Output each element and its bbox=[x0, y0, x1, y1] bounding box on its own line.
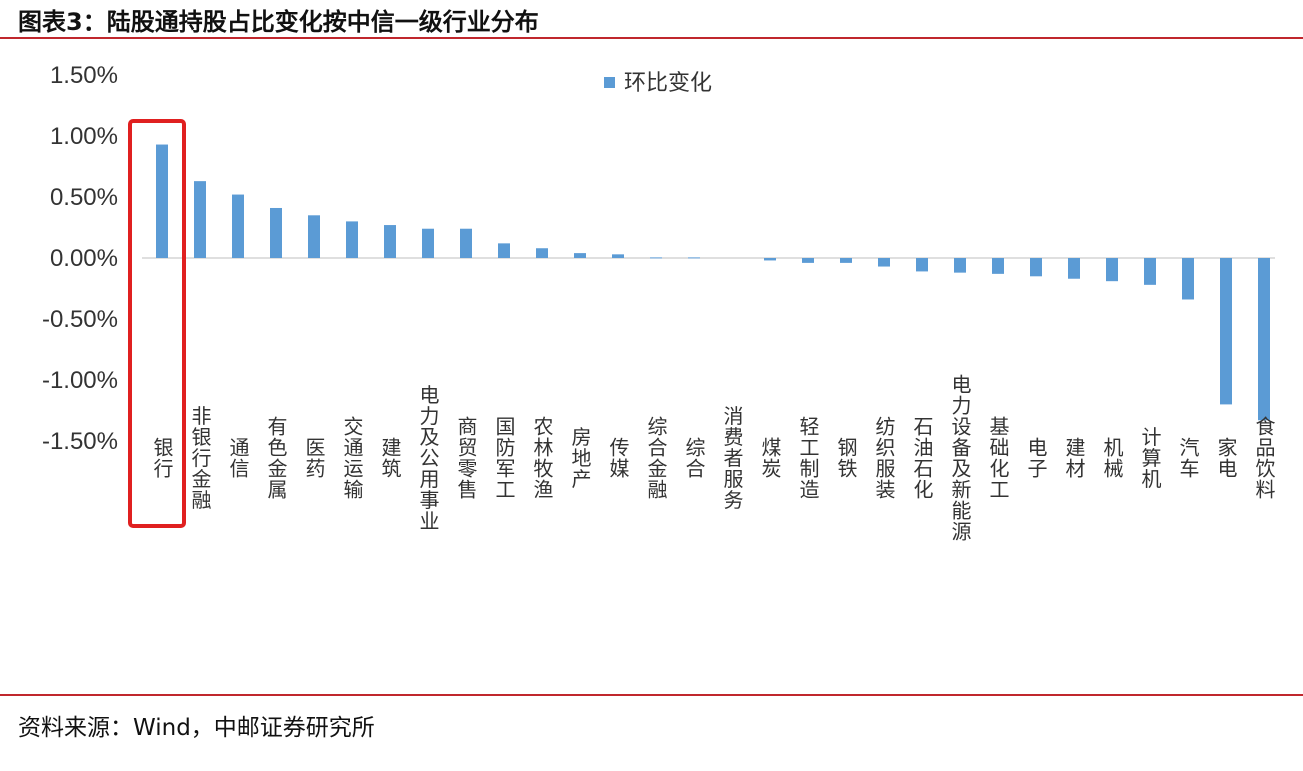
x-tick-label: 计算机 bbox=[1138, 426, 1162, 489]
x-tick-label: 煤炭 bbox=[758, 437, 782, 479]
x-tick-label: 电子 bbox=[1024, 437, 1048, 479]
bar bbox=[422, 228, 434, 258]
bar bbox=[954, 258, 966, 273]
bar bbox=[650, 257, 662, 259]
x-tick-label: 农林牧渔 bbox=[530, 416, 554, 500]
bar bbox=[346, 221, 358, 258]
bar bbox=[1144, 258, 1156, 285]
x-tick-label: 家电 bbox=[1214, 437, 1238, 479]
y-tick-label: 1.00% bbox=[50, 123, 118, 150]
x-tick-label: 有色金属 bbox=[264, 416, 288, 500]
x-tick-label: 综合金融 bbox=[644, 416, 668, 500]
bar bbox=[194, 181, 206, 258]
x-tick-label: 石油石化 bbox=[910, 416, 934, 500]
bar bbox=[878, 258, 890, 267]
x-tick-label: 银行 bbox=[150, 437, 174, 479]
bar bbox=[802, 258, 814, 263]
x-tick-label: 纺织服装 bbox=[872, 416, 896, 500]
x-tick-label: 消费者服务 bbox=[720, 405, 744, 510]
y-tick-label: -1.00% bbox=[42, 367, 118, 394]
x-tick-label: 基础化工 bbox=[986, 416, 1010, 500]
x-tick-label: 国防军工 bbox=[492, 416, 516, 500]
x-axis-labels: 银行 非银行金融 通信 有色金属 医药 交通运输 建筑 电力及公用事业 商贸零售 国防军工 农林牧渔… bbox=[150, 374, 1276, 542]
bar bbox=[1182, 258, 1194, 300]
x-tick-label: 机械 bbox=[1100, 437, 1124, 479]
x-tick-label: 商贸零售 bbox=[454, 416, 478, 500]
footer-divider bbox=[0, 694, 1303, 696]
bar bbox=[1106, 258, 1118, 282]
bar-chart: 1.50% 1.00% 0.50% 0.00% -0.50% -1.00% -1.50% 银… bbox=[42, 62, 1276, 542]
legend-swatch bbox=[604, 77, 615, 88]
x-tick-label: 综合 bbox=[682, 437, 706, 479]
y-tick-label: -1.50% bbox=[42, 428, 118, 455]
bar bbox=[840, 258, 852, 263]
bar bbox=[574, 253, 586, 258]
bar bbox=[1220, 258, 1232, 405]
legend-label: 环比变化 bbox=[624, 71, 712, 96]
x-tick-label: 轻工制造 bbox=[796, 416, 820, 500]
bar bbox=[1068, 258, 1080, 279]
bar bbox=[992, 258, 1004, 274]
y-axis: 1.50% 1.00% 0.50% 0.00% -0.50% -1.00% -1.50% bbox=[42, 62, 1275, 455]
page-title: 图表3：陆股通持股占比变化按中信一级行业分布 bbox=[18, 8, 539, 36]
bar bbox=[498, 243, 510, 258]
y-tick-label: 1.50% bbox=[50, 62, 118, 89]
y-tick-label: 0.00% bbox=[50, 245, 118, 272]
bar bbox=[536, 248, 548, 258]
x-tick-label: 食品饮料 bbox=[1252, 416, 1276, 500]
bar bbox=[688, 257, 700, 259]
bar bbox=[232, 194, 244, 258]
x-tick-label: 建材 bbox=[1062, 437, 1086, 479]
bar bbox=[1258, 258, 1270, 421]
x-tick-label: 电力设备及新能源 bbox=[948, 374, 972, 542]
legend: 环比变化 bbox=[604, 71, 712, 96]
x-tick-label: 非银行金融 bbox=[188, 405, 212, 510]
bar bbox=[764, 258, 776, 261]
highlight-box bbox=[128, 119, 186, 528]
x-tick-label: 交通运输 bbox=[340, 416, 364, 500]
bar bbox=[460, 228, 472, 258]
x-tick-label: 医药 bbox=[302, 437, 326, 479]
y-tick-label: -0.50% bbox=[42, 306, 118, 333]
y-tick-label: 0.50% bbox=[50, 184, 118, 211]
bar bbox=[308, 215, 320, 258]
bar bbox=[156, 144, 168, 258]
x-tick-label: 汽车 bbox=[1176, 437, 1200, 479]
x-tick-label: 钢铁 bbox=[834, 437, 858, 479]
bar bbox=[384, 225, 396, 258]
x-tick-label: 电力及公用事业 bbox=[416, 384, 440, 531]
bar bbox=[270, 207, 282, 258]
bar bbox=[1030, 258, 1042, 277]
source-note: 资料来源：Wind，中邮证券研究所 bbox=[18, 715, 375, 741]
x-tick-label: 通信 bbox=[226, 437, 250, 479]
title-divider bbox=[0, 37, 1303, 39]
bar bbox=[916, 258, 928, 272]
x-tick-label: 建筑 bbox=[378, 437, 402, 479]
x-tick-label: 房地产 bbox=[568, 426, 592, 489]
bar bbox=[612, 254, 624, 258]
bars bbox=[156, 144, 1270, 421]
x-tick-label: 传媒 bbox=[606, 437, 630, 479]
